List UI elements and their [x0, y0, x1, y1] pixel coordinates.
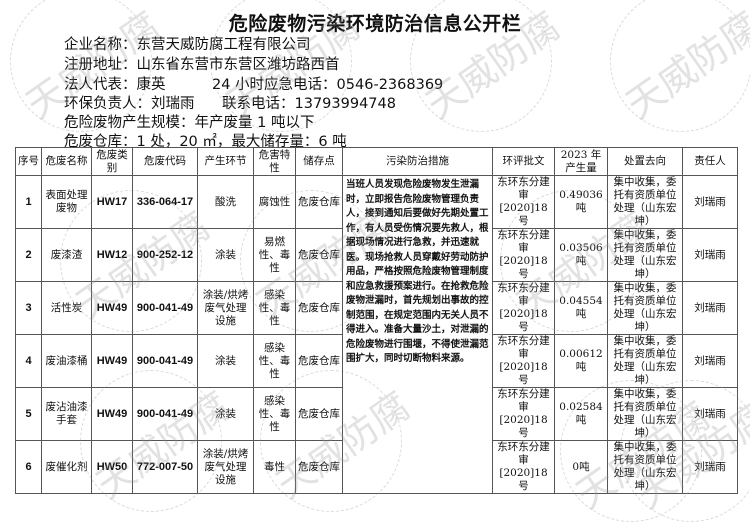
company-name: 企业名称：东营天威防腐工程有限公司 — [64, 37, 311, 53]
column-header: 2023 年产生量 — [554, 147, 608, 176]
cell-owner: 刘瑞雨 — [682, 228, 738, 282]
cell-hazard: 易燃性、毒性 — [253, 228, 296, 282]
cell-stage: 涂装 — [197, 228, 254, 282]
cell-code: 336-064-17 — [132, 175, 198, 229]
cell-stage: 酸洗 — [197, 175, 254, 229]
cell-amount: 0.02584吨 — [554, 387, 608, 441]
cell-approval: 东环东分建审[2020]18号 — [492, 387, 555, 441]
cell-store: 危废仓库 — [295, 440, 343, 494]
cell-hazard: 腐蚀性 — [253, 175, 296, 229]
legal-representative: 法人代表：康英 — [64, 77, 166, 93]
cell-hazard: 感染性、毒性 — [253, 281, 296, 335]
cell-owner: 刘瑞雨 — [682, 387, 738, 441]
cell-hazard: 毒性 — [253, 440, 296, 494]
address: 注册地址：山东省东营市东营区潍坊路西首 — [64, 57, 340, 73]
column-header: 危废代码 — [132, 147, 198, 176]
cell-store: 危废仓库 — [295, 387, 343, 441]
cell-stage: 涂装 — [197, 334, 254, 388]
cell-store: 危废仓库 — [295, 228, 343, 282]
cell-disposal: 集中收集，委托有资质单位处理（山东宏坤） — [607, 281, 683, 335]
column-header: 污染防治措施 — [342, 147, 493, 176]
cell-cat: HW50 — [91, 440, 133, 494]
cell-code: 900-252-12 — [132, 228, 198, 282]
table-row: 5 废沾油漆手套 HW49 900-041-49 涂装 感染性、毒性 危废仓库 东环东分建审[… — [15, 387, 738, 441]
cell-cat: HW17 — [91, 175, 133, 229]
cell-owner: 刘瑞雨 — [682, 334, 738, 388]
column-header: 产生环节 — [197, 147, 254, 176]
waste-scale: 危险废物产生规模：年产废量 1 吨以下 — [64, 115, 315, 131]
cell-cat: HW49 — [91, 387, 133, 441]
cell-disposal: 集中收集，委托有资质单位处理（山东宏坤） — [607, 228, 683, 282]
page-title: 危险废物污染环境防治信息公开栏 — [228, 13, 522, 35]
pollution-measures: 当班人员发现危险废物发生泄漏时，立即报告危险废物管理负责人，接到通知后要做好先期… — [342, 175, 493, 494]
env-responsible: 环保负责人：刘瑞雨 — [64, 96, 195, 112]
cell-no: 1 — [15, 175, 42, 229]
cell-code: 772-007-50 — [132, 440, 198, 494]
table-row: 1 表面处理废物 HW17 336-064-17 酸洗 腐蚀性 危废仓库 当班人员发现危险废物… — [15, 175, 738, 494]
cell-disposal: 集中收集，委托有资质单位处理（山东宏坤） — [607, 334, 683, 388]
cell-hazard: 感染性、毒性 — [253, 387, 296, 441]
cell-stage: 涂装/烘烤废气处理设施 — [197, 281, 254, 335]
column-header: 责任人 — [682, 147, 738, 176]
column-header: 环评批文 — [492, 147, 555, 176]
table-row: 2 废漆渣 HW12 900-252-12 涂装 易燃性、毒性 危废仓库 东环东分建审[202… — [15, 228, 738, 282]
cell-owner: 刘瑞雨 — [682, 281, 738, 335]
cell-cat: HW49 — [91, 281, 133, 335]
cell-hazard: 感染性、毒性 — [253, 334, 296, 388]
cell-approval: 东环东分建审[2020]18号 — [492, 440, 555, 494]
cell-store: 危废仓库 — [295, 281, 343, 335]
cell-disposal: 集中收集，委托有资质单位处理（山东宏坤） — [607, 175, 683, 229]
cell-amount: 0吨 — [554, 440, 608, 494]
cell-no: 6 — [15, 440, 42, 494]
column-header: 危废名称 — [41, 147, 92, 176]
column-header: 危废类别 — [91, 147, 133, 176]
cell-cat: HW49 — [91, 334, 133, 388]
column-header: 储存点 — [295, 147, 343, 176]
cell-no: 3 — [15, 281, 42, 335]
cell-amount: 0.03506吨 — [554, 228, 608, 282]
contact-phone: 联系电话：13793994748 — [222, 96, 396, 112]
cell-code: 900-041-49 — [132, 387, 198, 441]
cell-no: 2 — [15, 228, 42, 282]
cell-stage: 涂装 — [197, 387, 254, 441]
cell-owner: 刘瑞雨 — [682, 440, 738, 494]
cell-approval: 东环东分建审[2020]18号 — [492, 281, 555, 335]
cell-amount: 0.04554吨 — [554, 281, 608, 335]
cell-no: 5 — [15, 387, 42, 441]
cell-code: 900-041-49 — [132, 334, 198, 388]
cell-disposal: 集中收集，委托有资质单位处理（山东宏坤） — [607, 387, 683, 441]
emergency-hotline: 24 小时应急电话：0546-2368369 — [212, 77, 444, 93]
cell-name: 废沾油漆手套 — [41, 387, 92, 441]
cell-owner: 刘瑞雨 — [682, 175, 738, 229]
cell-store: 危废仓库 — [295, 175, 343, 229]
column-header: 序号 — [15, 147, 42, 176]
cell-approval: 东环东分建审[2020]18号 — [492, 228, 555, 282]
cell-store: 危废仓库 — [295, 334, 343, 388]
cell-approval: 东环东分建审[2020]18号 — [492, 175, 555, 229]
warehouse-info: 危废仓库：1 处，20 ㎡，最大储存量：6 吨 — [64, 134, 347, 150]
cell-name: 废漆渣 — [41, 228, 92, 282]
cell-disposal: 集中收集，委托有资质单位处理（山东宏坤） — [607, 440, 683, 494]
cell-stage: 涂装/烘烤废气处理设施 — [197, 440, 254, 494]
cell-name: 活性炭 — [41, 281, 92, 335]
hazardous-waste-table: 序号 危废名称 危废类别 危废代码 产生环节 危害特性 储存点 污染防治措施 环评批文 2023 … — [15, 147, 738, 494]
cell-no: 4 — [15, 334, 42, 388]
cell-code: 900-041-49 — [132, 281, 198, 335]
cell-amount: 0.49036吨 — [554, 175, 608, 229]
table-row: 4 废油漆桶 HW49 900-041-49 涂装 感染性、毒性 危废仓库 东环东分建审[20… — [15, 334, 738, 388]
cell-approval: 东环东分建审[2020]18号 — [492, 334, 555, 388]
cell-name: 废催化剂 — [41, 440, 92, 494]
cell-cat: HW12 — [91, 228, 133, 282]
column-header: 处置去向 — [607, 147, 683, 176]
cell-amount: 0.00612吨 — [554, 334, 608, 388]
column-header: 危害特性 — [253, 147, 296, 176]
cell-name: 废油漆桶 — [41, 334, 92, 388]
cell-name: 表面处理废物 — [41, 175, 92, 229]
